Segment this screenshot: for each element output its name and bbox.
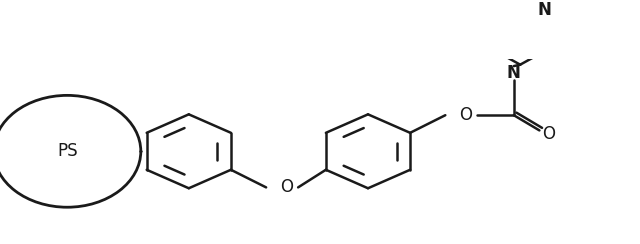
Text: N: N bbox=[507, 64, 521, 81]
Text: PS: PS bbox=[57, 142, 77, 160]
Text: O: O bbox=[460, 106, 472, 124]
Text: O: O bbox=[280, 178, 293, 196]
Ellipse shape bbox=[0, 95, 141, 207]
Text: O: O bbox=[543, 125, 556, 143]
Text: N: N bbox=[538, 1, 552, 19]
